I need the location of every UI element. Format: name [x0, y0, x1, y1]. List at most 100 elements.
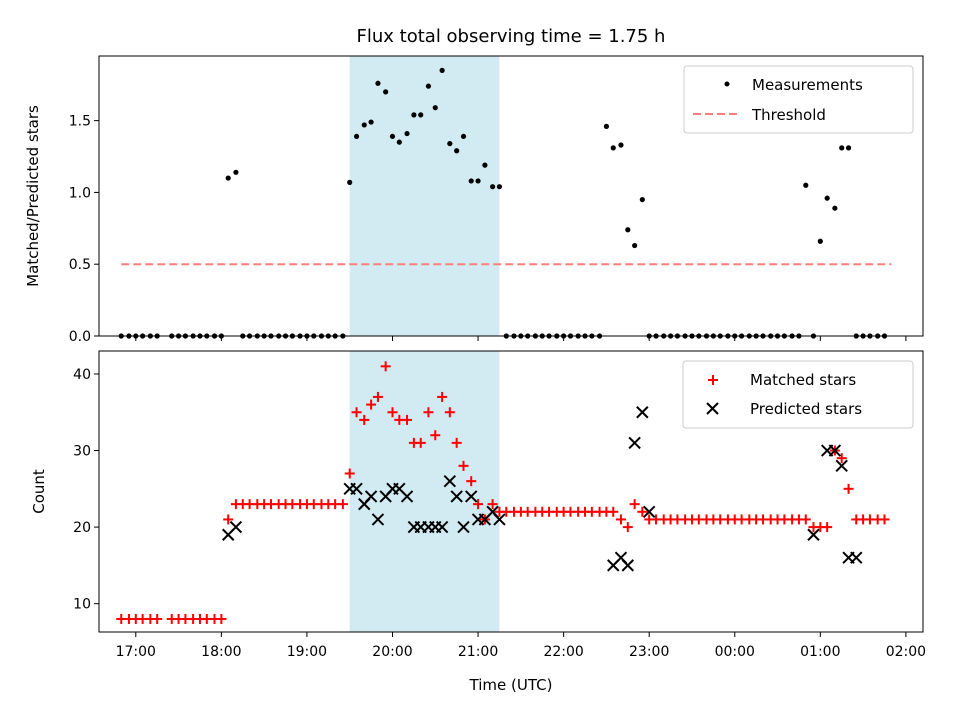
predicted-star-point — [371, 513, 385, 526]
matched-star-point — [415, 437, 426, 448]
predicted-star-point — [642, 505, 656, 518]
matched-star-point — [152, 613, 163, 624]
predicted-star-point — [364, 490, 378, 503]
matched-star-point — [223, 514, 234, 525]
legend-predicted-label: Predicted stars — [750, 400, 862, 418]
predicted-x-b — [614, 551, 628, 564]
top-y-tick-label: 0.5 — [69, 257, 91, 273]
measurement-point — [389, 133, 396, 140]
x-tick-label: 20:00 — [372, 644, 412, 660]
top-panel: 0.0 0.5 1.0 1.5 Matched/Predicted stars Mea… — [24, 55, 924, 345]
top-legend: Measurements Threshold — [683, 65, 914, 134]
predicted-star-point — [400, 490, 414, 503]
matched-star-point — [843, 483, 854, 494]
bottom-y-tick-label: 40 — [73, 367, 91, 383]
predicted-x-b — [628, 436, 641, 450]
matched-star-point — [822, 522, 833, 533]
predicted-x-b — [350, 482, 363, 496]
top-y-axis-ticks: 0.0 0.5 1.0 1.5 — [69, 114, 99, 345]
predicted-x-b — [636, 406, 649, 419]
top-x-axis-ticks — [135, 336, 907, 341]
predicted-x-b — [621, 559, 635, 572]
bottom-y-tick-label: 20 — [73, 520, 91, 536]
bottom-legend: Matched stars Predicted stars — [682, 360, 914, 429]
x-tick-label: 17:00 — [116, 644, 156, 660]
matched-star-point — [402, 414, 413, 425]
predicted-x-b — [807, 528, 820, 541]
matched-star-point — [366, 399, 377, 410]
count-points — [116, 361, 890, 624]
measurement-point — [439, 67, 445, 73]
predicted-star-point — [807, 528, 820, 541]
top-legend-box — [683, 65, 914, 134]
matched-star-point — [473, 499, 484, 510]
predicted-x-b — [642, 505, 656, 518]
predicted-star-point — [628, 436, 641, 450]
measurement-point — [803, 182, 809, 188]
matched-star-point — [800, 514, 811, 525]
measurement-point — [353, 133, 360, 140]
predicted-star-point — [229, 520, 243, 534]
measurement-point — [482, 162, 488, 168]
chart-title: Flux total observing time = 1.75 h — [357, 26, 666, 47]
predicted-x-b — [435, 520, 449, 534]
measurement-point — [625, 227, 631, 233]
measurement-point — [639, 196, 645, 203]
predicted-star-point — [621, 559, 635, 572]
top-y-tick-label: 0.0 — [69, 329, 91, 345]
measurement-point — [475, 178, 481, 184]
matched-star-point — [216, 613, 227, 624]
matched-star-point — [451, 437, 462, 448]
predicted-x-b — [400, 490, 414, 503]
matched-star-point — [629, 499, 640, 510]
bottom-panel: 10 20 30 40 17:00 18:00 19:00 20:00 21:00 22:00 2… — [30, 350, 926, 694]
measurement-point — [225, 175, 231, 181]
matched-star-point — [487, 499, 498, 510]
bottom-plot-frame — [98, 350, 924, 633]
measurement-point — [618, 142, 624, 148]
measurement-point — [845, 145, 852, 151]
legend-predicted-marker — [706, 402, 719, 415]
matched-star-point — [344, 468, 355, 479]
matched-star-point — [372, 391, 383, 402]
matched-star-point — [437, 391, 448, 402]
bottom-y-tick-label: 10 — [73, 597, 91, 613]
matched-star-point — [430, 430, 441, 441]
top-y-tick-label: 1.0 — [69, 185, 91, 201]
bottom-y-axis-label: Count — [30, 469, 48, 514]
predicted-star-point — [835, 459, 848, 473]
matched-star-point — [359, 414, 370, 425]
predicted-star-point — [850, 551, 863, 564]
predicted-star-point — [350, 482, 363, 496]
predicted-x-b — [371, 513, 385, 526]
bottom-x-axis-ticks: 17:00 18:00 19:00 20:00 21:00 22:00 23:00 00:00… — [116, 632, 926, 660]
measurement-point — [603, 123, 610, 129]
matched-star-point — [637, 506, 648, 517]
measurement-point — [425, 83, 432, 89]
predicted-star-point — [443, 474, 457, 488]
x-tick-label: 01:00 — [800, 644, 840, 660]
predicted-x-b — [229, 520, 243, 534]
legend-measurements-label: Measurements — [752, 76, 863, 94]
predicted-x-b — [443, 474, 457, 488]
measurement-point — [418, 112, 424, 118]
matched-star-point — [458, 460, 469, 471]
measurement-point — [375, 80, 381, 86]
measurement-point — [396, 139, 402, 145]
matched-star-point — [836, 453, 847, 464]
bottom-legend-box — [682, 360, 914, 429]
matched-star-point — [387, 407, 398, 418]
bottom-y-tick-label: 30 — [73, 444, 91, 460]
bottom-y-axis-ticks: 10 20 30 40 — [73, 367, 99, 613]
measurement-point — [368, 119, 374, 125]
measurement-point — [490, 184, 496, 190]
predicted-star-point — [636, 406, 649, 419]
measurement-point — [824, 195, 830, 201]
top-plot-frame — [98, 55, 924, 337]
matched-star-point — [622, 522, 633, 533]
predicted-x-b — [835, 459, 848, 473]
matched-star-point — [466, 476, 477, 487]
measurement-point — [347, 179, 353, 185]
measurement-point — [432, 105, 438, 111]
